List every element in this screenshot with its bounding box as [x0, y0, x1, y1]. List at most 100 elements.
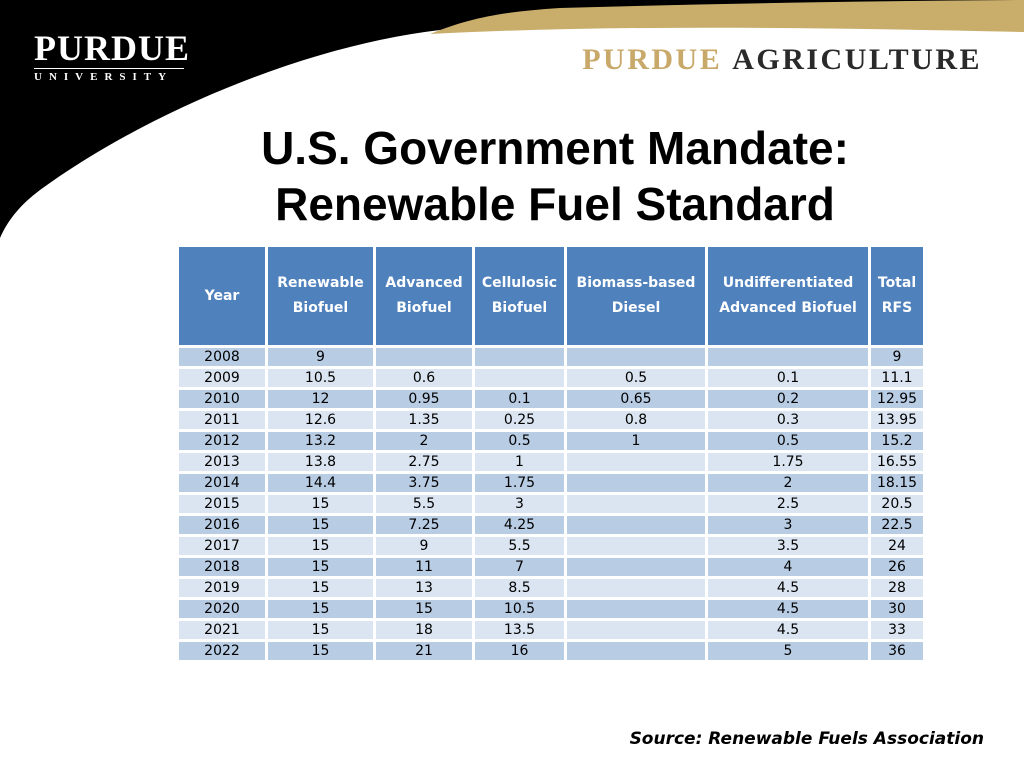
- table-cell-cellulosic-biofuel: 4.25: [472, 513, 567, 537]
- column-header-biomass-based-diesel: Biomass-based Diesel: [564, 244, 708, 348]
- table-cell-renewable-biofuel: 9: [265, 345, 376, 369]
- logo-subtitle: UNIVERSITY: [34, 71, 174, 83]
- table-cell-undifferentiated-advanced-biofuel: 2: [705, 471, 871, 495]
- table-row: 2011 12.6 1.35 0.25 0.8 0.3 13.95: [176, 408, 926, 432]
- table-cell-advanced-biofuel: 5.5: [373, 492, 475, 516]
- table-cell-advanced-biofuel: 2: [373, 429, 475, 453]
- table-cell-year: 2016: [176, 513, 268, 537]
- table-cell-biomass-based-diesel: [564, 576, 708, 600]
- table-cell-renewable-biofuel: 15: [265, 618, 376, 642]
- table-cell-undifferentiated-advanced-biofuel: 3: [705, 513, 871, 537]
- table-cell-year: 2019: [176, 576, 268, 600]
- table-cell-cellulosic-biofuel: 10.5: [472, 597, 567, 621]
- table-cell-renewable-biofuel: 15: [265, 492, 376, 516]
- table-cell-biomass-based-diesel: [564, 555, 708, 579]
- table-cell-cellulosic-biofuel: 0.1: [472, 387, 567, 411]
- table-row: 2010 12 0.95 0.1 0.65 0.2 12.95: [176, 387, 926, 411]
- table-cell-total-rfs: 13.95: [868, 408, 926, 432]
- table-cell-advanced-biofuel: 3.75: [373, 471, 475, 495]
- brand-part-agriculture: AGRICULTURE: [732, 43, 982, 76]
- table-cell-biomass-based-diesel: [564, 597, 708, 621]
- logo-rule: [34, 68, 184, 69]
- table-row: 2009 10.5 0.6 0.5 0.1 11.1: [176, 366, 926, 390]
- table-row: 2017 15 9 5.5 3.5 24: [176, 534, 926, 558]
- column-header-cellulosic-biofuel: Cellulosic Biofuel: [472, 244, 567, 348]
- table-cell-year: 2014: [176, 471, 268, 495]
- table-cell-biomass-based-diesel: 0.65: [564, 387, 708, 411]
- table-cell-cellulosic-biofuel: 3: [472, 492, 567, 516]
- table-cell-cellulosic-biofuel: [472, 366, 567, 390]
- table-cell-renewable-biofuel: 15: [265, 555, 376, 579]
- table-cell-advanced-biofuel: [373, 345, 475, 369]
- table-cell-total-rfs: 30: [868, 597, 926, 621]
- table-row: 2020 15 15 10.5 4.5 30: [176, 597, 926, 621]
- table-cell-advanced-biofuel: 11: [373, 555, 475, 579]
- table-cell-year: 2018: [176, 555, 268, 579]
- source-note: Source: Renewable Fuels Association: [629, 729, 984, 749]
- title-line-1: U.S. Government Mandate:: [261, 122, 849, 174]
- table-row: 2015 15 5.5 3 2.5 20.5: [176, 492, 926, 516]
- table-cell-total-rfs: 33: [868, 618, 926, 642]
- table-cell-cellulosic-biofuel: 13.5: [472, 618, 567, 642]
- table-row: 2014 14.4 3.75 1.75 2 18.15: [176, 471, 926, 495]
- table-cell-cellulosic-biofuel: 5.5: [472, 534, 567, 558]
- table-cell-biomass-based-diesel: [564, 639, 708, 663]
- table-cell-advanced-biofuel: 18: [373, 618, 475, 642]
- table-cell-biomass-based-diesel: [564, 492, 708, 516]
- table-cell-undifferentiated-advanced-biofuel: 2.5: [705, 492, 871, 516]
- table-cell-year: 2011: [176, 408, 268, 432]
- table-cell-undifferentiated-advanced-biofuel: 4.5: [705, 597, 871, 621]
- table-cell-renewable-biofuel: 15: [265, 576, 376, 600]
- table-cell-year: 2015: [176, 492, 268, 516]
- table-cell-undifferentiated-advanced-biofuel: 4: [705, 555, 871, 579]
- table-cell-year: 2009: [176, 366, 268, 390]
- table-cell-undifferentiated-advanced-biofuel: 1.75: [705, 450, 871, 474]
- table-row: 2019 15 13 8.5 4.5 28: [176, 576, 926, 600]
- table-cell-advanced-biofuel: 0.95: [373, 387, 475, 411]
- table-row: 2016 15 7.25 4.25 3 22.5: [176, 513, 926, 537]
- table-cell-renewable-biofuel: 12.6: [265, 408, 376, 432]
- table-row: 2012 13.2 2 0.5 1 0.5 15.2: [176, 429, 926, 453]
- table-cell-year: 2013: [176, 450, 268, 474]
- table-row: 2021 15 18 13.5 4.5 33: [176, 618, 926, 642]
- table-cell-biomass-based-diesel: [564, 513, 708, 537]
- table-cell-cellulosic-biofuel: 0.5: [472, 429, 567, 453]
- table-cell-year: 2020: [176, 597, 268, 621]
- table-header-row: Year Renewable Biofuel Advanced Biofuel Cel…: [176, 244, 926, 348]
- table-cell-biomass-based-diesel: 1: [564, 429, 708, 453]
- table-cell-advanced-biofuel: 7.25: [373, 513, 475, 537]
- table-cell-renewable-biofuel: 12: [265, 387, 376, 411]
- table-cell-biomass-based-diesel: [564, 618, 708, 642]
- table-cell-undifferentiated-advanced-biofuel: 0.2: [705, 387, 871, 411]
- column-header-year: Year: [176, 244, 268, 348]
- table-cell-year: 2010: [176, 387, 268, 411]
- table-cell-renewable-biofuel: 14.4: [265, 471, 376, 495]
- table-cell-biomass-based-diesel: [564, 534, 708, 558]
- logo-wordmark: PURDUE: [34, 28, 190, 68]
- rfs-table: Year Renewable Biofuel Advanced Biofuel Cel…: [176, 244, 926, 663]
- table-row: 2013 13.8 2.75 1 1.75 16.55: [176, 450, 926, 474]
- corner-swoosh: [0, 0, 1024, 238]
- purdue-agriculture-brand: PURDUE AGRICULTURE: [582, 43, 982, 77]
- purdue-university-logo: PURDUE UNIVERSITY: [34, 28, 190, 83]
- table-cell-renewable-biofuel: 13.8: [265, 450, 376, 474]
- table-cell-biomass-based-diesel: [564, 345, 708, 369]
- column-header-renewable-biofuel: Renewable Biofuel: [265, 244, 376, 348]
- table-cell-total-rfs: 18.15: [868, 471, 926, 495]
- table-cell-year: 2017: [176, 534, 268, 558]
- table-cell-undifferentiated-advanced-biofuel: 4.5: [705, 576, 871, 600]
- table-cell-undifferentiated-advanced-biofuel: 4.5: [705, 618, 871, 642]
- title-line-2: Renewable Fuel Standard: [275, 178, 835, 230]
- table-cell-biomass-based-diesel: 0.8: [564, 408, 708, 432]
- table-cell-renewable-biofuel: 15: [265, 597, 376, 621]
- column-header-advanced-biofuel: Advanced Biofuel: [373, 244, 475, 348]
- table-cell-total-rfs: 9: [868, 345, 926, 369]
- table-cell-undifferentiated-advanced-biofuel: [705, 345, 871, 369]
- table-cell-cellulosic-biofuel: 8.5: [472, 576, 567, 600]
- table-cell-total-rfs: 22.5: [868, 513, 926, 537]
- table-cell-undifferentiated-advanced-biofuel: 5: [705, 639, 871, 663]
- table-cell-advanced-biofuel: 21: [373, 639, 475, 663]
- table-row: 2018 15 11 7 4 26: [176, 555, 926, 579]
- table-cell-biomass-based-diesel: [564, 471, 708, 495]
- table-row: 2008 9 9: [176, 345, 926, 369]
